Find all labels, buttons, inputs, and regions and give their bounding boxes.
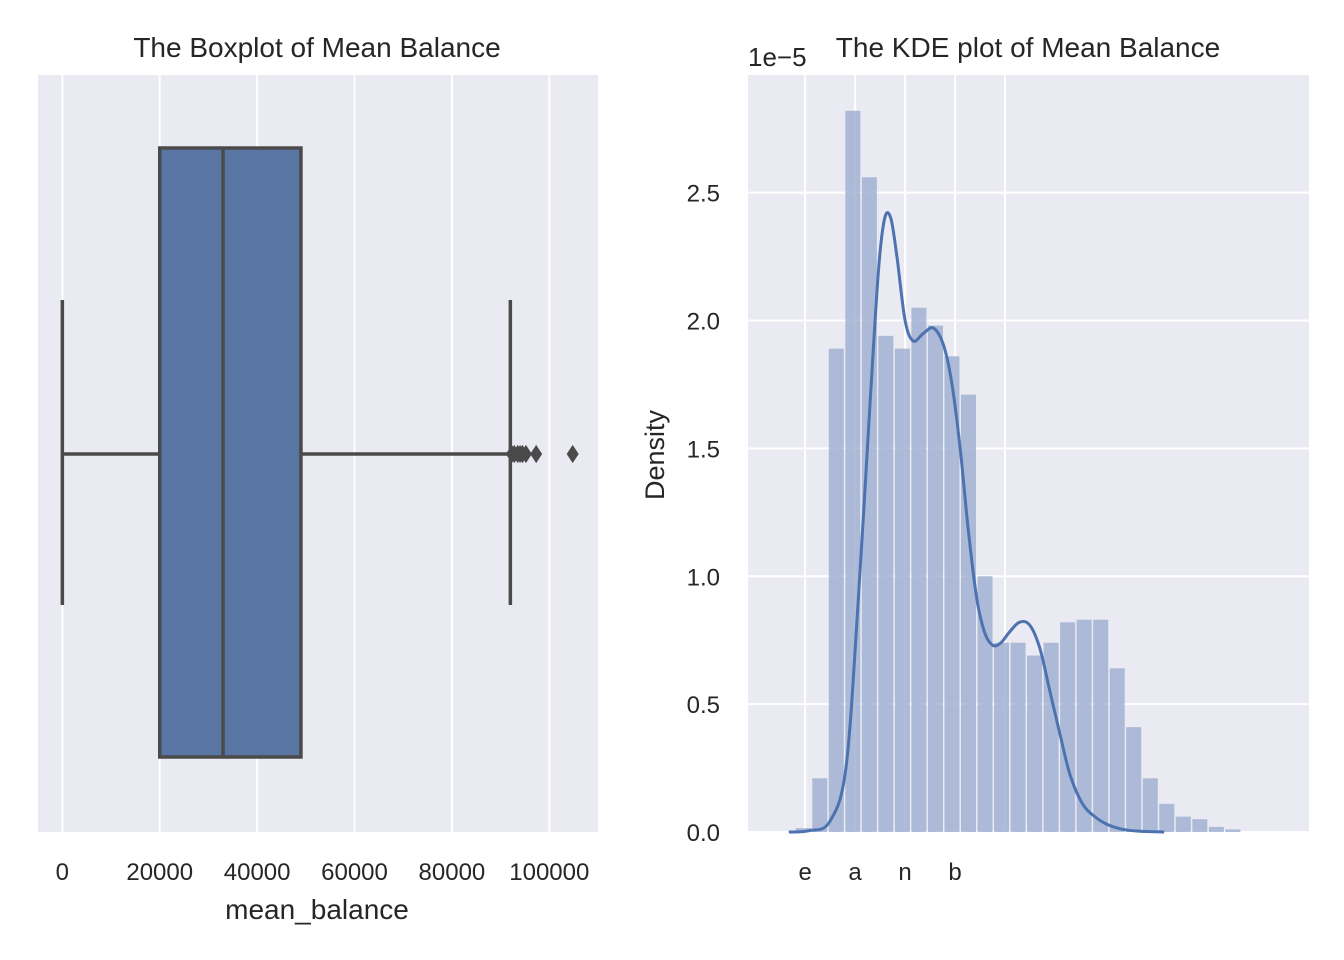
kde-histogram-bar <box>1043 642 1059 832</box>
kde-histogram-bars <box>795 110 1241 833</box>
kde-histogram-bar <box>960 394 976 832</box>
kde-y-tick-label: 0.5 <box>687 692 720 719</box>
kde-histogram-bar <box>1175 816 1191 832</box>
kde-title: The KDE plot of Mean Balance <box>836 32 1220 63</box>
kde-histogram-bar <box>944 356 960 832</box>
kde-x-tick-label: a <box>848 859 862 886</box>
kde-histogram-bar <box>1010 642 1026 832</box>
kde-y-tick-label: 2.5 <box>687 181 720 208</box>
kde-y-tick-label: 2.0 <box>687 309 720 336</box>
kde-histogram-bar <box>1225 829 1241 832</box>
boxplot-outlier <box>566 444 579 464</box>
boxplot-box <box>157 146 303 759</box>
boxplot-x-tick-label: 60000 <box>321 859 388 886</box>
kde-histogram-bar <box>1142 778 1158 832</box>
kde-histogram-bar <box>1076 619 1092 832</box>
boxplot-outlier <box>530 444 543 464</box>
kde-y-offset-text: 1e−5 <box>748 42 807 72</box>
kde-histogram-bar <box>828 348 844 832</box>
boxplot-x-tick-labels: 0 20000 40000 60000 80000 100000 <box>56 859 590 886</box>
kde-x-tick-label: b <box>948 859 961 886</box>
kde-y-tick-label: 1.0 <box>687 564 720 591</box>
kde-histogram-bar <box>927 325 943 832</box>
kde-y-tick-label: 0.0 <box>687 820 720 847</box>
kde-panel: 0.0 0.5 1.0 1.5 2.0 2.5 e a n b The KDE plot of … <box>640 32 1309 886</box>
boxplot-x-tick-label: 40000 <box>224 859 291 886</box>
kde-histogram-bar <box>1109 668 1125 832</box>
kde-x-tick-label: e <box>798 859 811 886</box>
boxplot-x-tick-label: 0 <box>56 859 69 886</box>
kde-histogram-bar <box>878 335 894 832</box>
kde-histogram-bar <box>1159 803 1175 832</box>
kde-histogram-bar <box>1192 819 1208 832</box>
kde-curve <box>788 211 1165 834</box>
kde-histogram-bar <box>1126 727 1142 832</box>
boxplot-x-tick-label: 20000 <box>126 859 193 886</box>
kde-y-tick-label: 1.5 <box>687 436 720 463</box>
boxplot-x-tick-label: 100000 <box>509 859 589 886</box>
kde-y-axis-label: Density <box>640 409 670 500</box>
kde-histogram-bar <box>795 828 811 832</box>
kde-histogram-bar <box>812 778 828 832</box>
kde-histogram-bar <box>994 642 1010 832</box>
kde-x-tick-label: n <box>898 859 911 886</box>
kde-histogram-bar <box>1027 655 1043 832</box>
kde-y-tick-labels: 0.0 0.5 1.0 1.5 2.0 2.5 <box>687 181 720 847</box>
boxplot-panel: 0 20000 40000 60000 80000 100000 The Boxplot … <box>38 32 598 925</box>
kde-histogram-bar <box>1208 826 1224 832</box>
kde-histogram-bar <box>1093 619 1109 832</box>
kde-histogram-bar <box>894 348 910 832</box>
boxplot-title: The Boxplot of Mean Balance <box>133 32 500 63</box>
kde-histogram-bar <box>1060 622 1076 832</box>
kde-histogram-bar <box>845 110 861 832</box>
boxplot-marks <box>60 146 579 759</box>
boxplot-outlier <box>519 444 532 464</box>
boxplot-x-tick-label: 80000 <box>419 859 486 886</box>
kde-histogram-bar <box>911 307 927 833</box>
boxplot-x-axis-label: mean_balance <box>225 894 409 925</box>
